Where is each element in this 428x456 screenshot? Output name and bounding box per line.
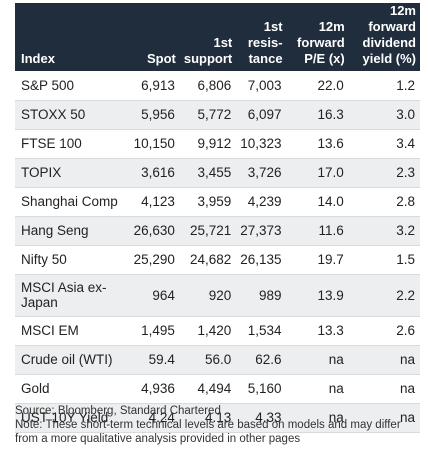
support-value: 5,772 bbox=[179, 100, 237, 130]
resistance-value: 4,239 bbox=[236, 187, 287, 217]
spot-value: 964 bbox=[123, 274, 180, 317]
resistance-value: 989 bbox=[236, 274, 287, 317]
pe-value: na bbox=[286, 403, 349, 433]
dividend-yield-value: 3.2 bbox=[348, 216, 420, 246]
dividend-yield-value: 2.3 bbox=[348, 158, 420, 188]
table-row: TOPIX 3,616 3,455 3,726 17.0 2.3 bbox=[15, 158, 420, 188]
index-name: Crude oil (WTI) bbox=[15, 345, 124, 375]
index-name: TOPIX bbox=[15, 158, 124, 188]
resistance-value: 26,135 bbox=[236, 245, 287, 275]
pe-value: 22.0 bbox=[286, 71, 349, 101]
index-name: S&P 500 bbox=[15, 71, 124, 101]
index-name: Gold bbox=[15, 374, 124, 404]
pe-value: 17.0 bbox=[286, 158, 349, 188]
resistance-value: 1,534 bbox=[236, 316, 287, 346]
dividend-yield-value: na bbox=[348, 374, 420, 404]
header-index: Index bbox=[15, 3, 124, 71]
spot-value: 3,616 bbox=[123, 158, 180, 188]
index-name: STOXX 50 bbox=[15, 100, 124, 130]
spot-value: 25,290 bbox=[123, 245, 180, 275]
table-row: MSCI Asia ex-Japan 964 920 989 13.9 2.2 bbox=[15, 274, 420, 317]
index-name: Nifty 50 bbox=[15, 245, 124, 275]
market-levels-table: Index Spot 1st support 1st resis-tance 1… bbox=[15, 3, 420, 433]
table-row: Nifty 50 25,290 24,682 26,135 19.7 1.5 bbox=[15, 245, 420, 275]
table-row: UST 10Y Yield 4.24 4.13 4.33 na na bbox=[15, 403, 420, 433]
support-value: 3,959 bbox=[179, 187, 237, 217]
table-row: Hang Seng 26,630 25,721 27,373 11.6 3.2 bbox=[15, 216, 420, 246]
index-name: FTSE 100 bbox=[15, 129, 124, 159]
dividend-yield-value: na bbox=[348, 403, 420, 433]
table-header-row: Index Spot 1st support 1st resis-tance 1… bbox=[15, 3, 420, 71]
index-name: MSCI Asia ex-Japan bbox=[15, 274, 124, 317]
resistance-value: 4.33 bbox=[236, 403, 287, 433]
header-pe: 12m forward P/E (x) bbox=[286, 3, 349, 71]
support-value: 24,682 bbox=[179, 245, 237, 275]
resistance-value: 3,726 bbox=[236, 158, 287, 188]
spot-value: 1,495 bbox=[123, 316, 180, 346]
table-row: Crude oil (WTI) 59.4 56.0 62.6 na na bbox=[15, 345, 420, 375]
support-value: 3,455 bbox=[179, 158, 237, 188]
spot-value: 26,630 bbox=[123, 216, 180, 246]
resistance-value: 62.6 bbox=[236, 345, 287, 375]
pe-value: 14.0 bbox=[286, 187, 349, 217]
table-footer: Source: Bloomberg, Standard Chartered No… bbox=[15, 404, 420, 446]
index-name: MSCI EM bbox=[15, 316, 124, 346]
index-name: Shanghai Comp bbox=[15, 187, 124, 217]
support-value: 56.0 bbox=[179, 345, 237, 375]
pe-value: 13.6 bbox=[286, 129, 349, 159]
dividend-yield-value: 1.2 bbox=[348, 71, 420, 101]
dividend-yield-value: na bbox=[348, 345, 420, 375]
support-value: 25,721 bbox=[179, 216, 237, 246]
resistance-value: 7,003 bbox=[236, 71, 287, 101]
pe-value: 13.9 bbox=[286, 274, 349, 317]
table-row: S&P 500 6,913 6,806 7,003 22.0 1.2 bbox=[15, 71, 420, 101]
table-row: Shanghai Comp 4,123 3,959 4,239 14.0 2.8 bbox=[15, 187, 420, 217]
dividend-yield-value: 1.5 bbox=[348, 245, 420, 275]
resistance-value: 27,373 bbox=[236, 216, 287, 246]
pe-value: 16.3 bbox=[286, 100, 349, 130]
spot-value: 59.4 bbox=[123, 345, 180, 375]
pe-value: na bbox=[286, 374, 349, 404]
header-spot: Spot bbox=[123, 3, 180, 71]
resistance-value: 10,323 bbox=[236, 129, 287, 159]
table-row: Gold 4,936 4,494 5,160 na na bbox=[15, 374, 420, 404]
dividend-yield-value: 2.6 bbox=[348, 316, 420, 346]
support-value: 6,806 bbox=[179, 71, 237, 101]
support-value: 4,494 bbox=[179, 374, 237, 404]
pe-value: 19.7 bbox=[286, 245, 349, 275]
index-name: Hang Seng bbox=[15, 216, 124, 246]
table-row: STOXX 50 5,956 5,772 6,097 16.3 3.0 bbox=[15, 100, 420, 130]
support-value: 9,912 bbox=[179, 129, 237, 159]
spot-value: 4.24 bbox=[123, 403, 180, 433]
dividend-yield-value: 3.4 bbox=[348, 129, 420, 159]
table-row: FTSE 100 10,150 9,912 10,323 13.6 3.4 bbox=[15, 129, 420, 159]
pe-value: 13.3 bbox=[286, 316, 349, 346]
header-resistance: 1st resis-tance bbox=[236, 3, 287, 71]
header-support: 1st support bbox=[179, 3, 237, 71]
spot-value: 5,956 bbox=[123, 100, 180, 130]
spot-value: 10,150 bbox=[123, 129, 180, 159]
source-note: Source: Bloomberg, Standard Chartered bbox=[15, 405, 221, 417]
spot-value: 4,123 bbox=[123, 187, 180, 217]
table-row: MSCI EM 1,495 1,420 1,534 13.3 2.6 bbox=[15, 316, 420, 346]
support-value: 4.13 bbox=[179, 403, 237, 433]
pe-value: 11.6 bbox=[286, 216, 349, 246]
dividend-yield-value: 3.0 bbox=[348, 100, 420, 130]
resistance-value: 6,097 bbox=[236, 100, 287, 130]
index-name: UST 10Y Yield bbox=[15, 403, 124, 433]
dividend-yield-value: 2.8 bbox=[348, 187, 420, 217]
pe-value: na bbox=[286, 345, 349, 375]
resistance-value: 5,160 bbox=[236, 374, 287, 404]
spot-value: 4,936 bbox=[123, 374, 180, 404]
spot-value: 6,913 bbox=[123, 71, 180, 101]
support-value: 920 bbox=[179, 274, 237, 317]
disclaimer-note: Note: These short-term technical levels … bbox=[15, 419, 401, 445]
header-dividend-yield: 12m forward dividend yield (%) bbox=[348, 3, 420, 71]
support-value: 1,420 bbox=[179, 316, 237, 346]
dividend-yield-value: 2.2 bbox=[348, 274, 420, 317]
